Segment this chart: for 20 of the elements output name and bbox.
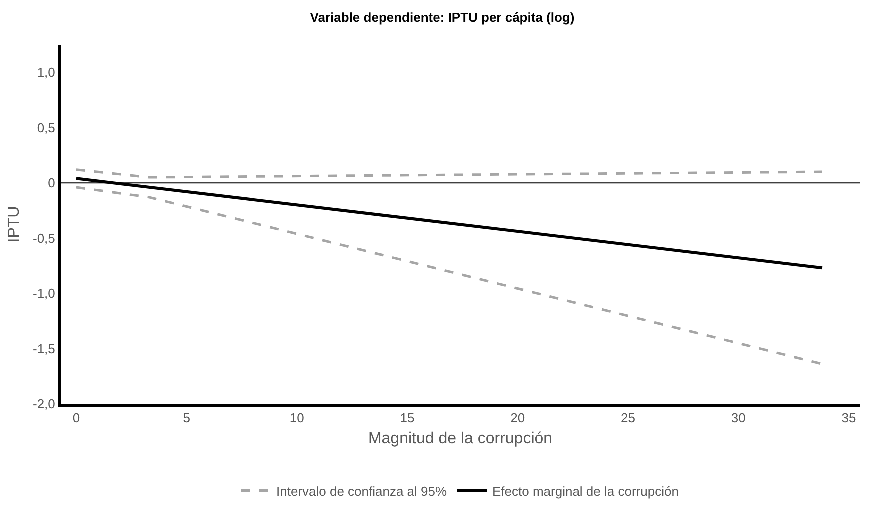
legend-label: Efecto marginal de la corrupción bbox=[492, 484, 679, 499]
x-tick-label: 10 bbox=[290, 410, 304, 426]
y-axis-title: IPTU bbox=[6, 206, 23, 243]
chart-title: Variable dependiente: IPTU per cápita (log) bbox=[310, 10, 575, 26]
x-tick-label: 5 bbox=[183, 410, 190, 426]
x-tick-label: 20 bbox=[510, 410, 526, 426]
legend-label: Intervalo de confianza al 95% bbox=[276, 484, 448, 499]
y-tick-label: -0,5 bbox=[32, 230, 56, 246]
x-tick-label: 35 bbox=[842, 410, 856, 426]
x-axis-title: Magnitud de la corrupción bbox=[368, 430, 553, 448]
y-tick-label: -2,0 bbox=[32, 396, 56, 412]
x-tick-label: 30 bbox=[731, 410, 746, 426]
x-tick-label: 25 bbox=[621, 410, 636, 426]
x-tick-label: 0 bbox=[72, 410, 80, 426]
y-tick-label: -1,0 bbox=[32, 286, 56, 302]
y-tick-label: 0 bbox=[48, 176, 56, 191]
y-tick-label: -1,5 bbox=[32, 341, 56, 356]
y-tick-label: 0,5 bbox=[37, 120, 56, 136]
x-tick-label: 15 bbox=[400, 410, 415, 426]
y-tick-label: 1,0 bbox=[37, 65, 56, 80]
